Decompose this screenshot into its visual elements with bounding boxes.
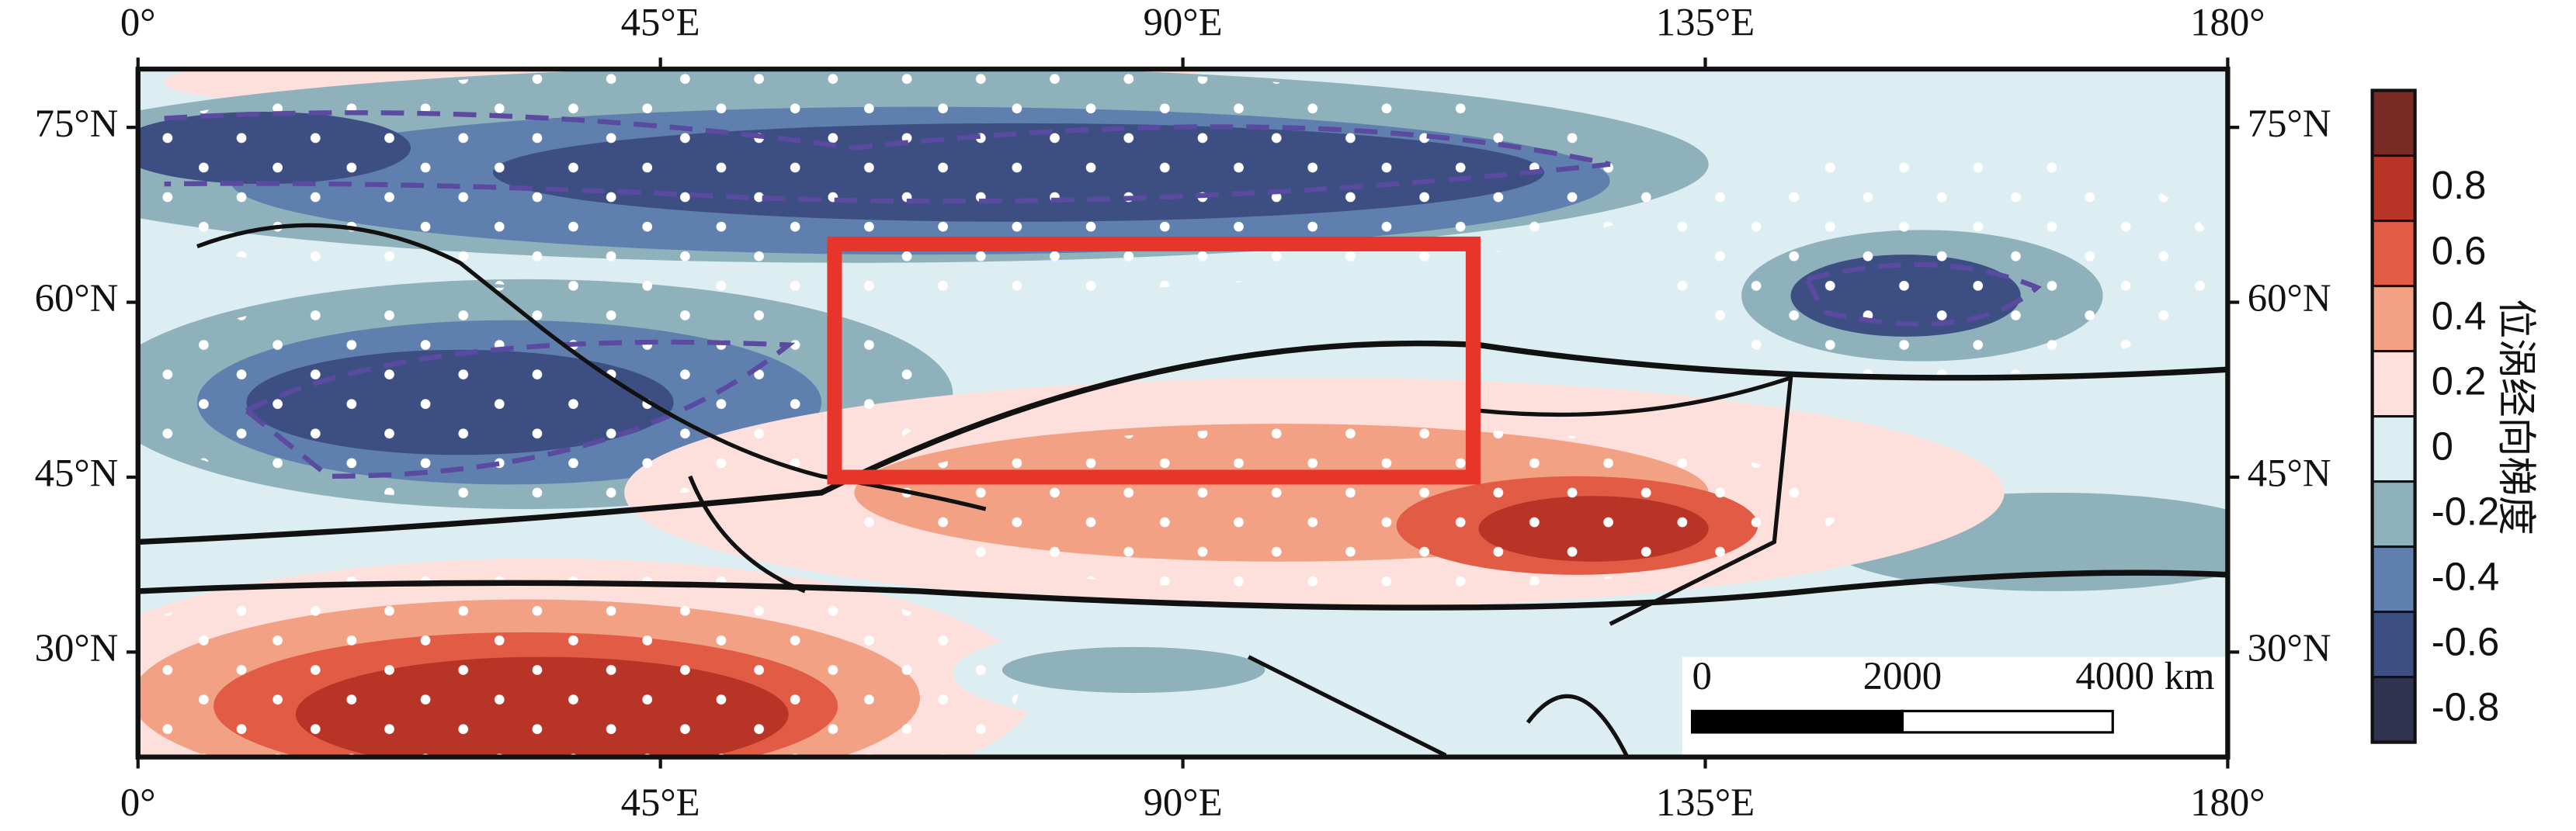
field-fill [1002,646,1265,694]
colorbar-bin [2372,351,2415,417]
x-tick-label: 180° [2190,781,2265,824]
x-tick-label: 180° [2190,1,2265,44]
x-tick-label: 45°E [621,781,700,824]
x-tick-label: 0° [120,781,156,824]
y-tick-label: 45°N [35,452,119,495]
contour-negative [241,339,796,479]
colorbar-bin [2372,220,2415,286]
y-tick-label: 30°N [35,626,119,670]
coastline [688,475,1629,757]
field [137,69,2228,757]
stippling [137,566,1019,757]
colorbar-tick-label: 0 [2432,424,2453,468]
colorbar-bin [2372,155,2415,221]
colorbar-bin [2372,481,2415,547]
colorbar-tick-label: -0.2 [2432,489,2499,533]
colorbar-bin [2372,286,2415,351]
scalebar-label: 4000 km [2075,654,2214,698]
x-tick-label: 45°E [621,1,700,44]
x-tick-label: 90°E [1144,781,1223,824]
colorbar-tick-label: 0.2 [2432,358,2487,403]
contour-negative [1804,261,2042,327]
colorbar-bin [2372,416,2415,482]
contour-zero [137,340,2228,545]
x-tick-label: 135°E [1656,1,1755,44]
contour-negative [164,110,1611,204]
x-tick-label: 135°E [1656,781,1755,824]
colorbar-tick-label: -0.6 [2432,619,2499,663]
colorbar-bin [2372,611,2415,677]
y-tick-label: 75°N [35,102,119,145]
y-tick-label: 30°N [2248,626,2331,670]
scalebar-bg [1682,656,2228,757]
x-tick-label: 0° [120,1,156,44]
colorbar-tick-label: 0.4 [2432,293,2487,338]
x-tick-label: 90°E [1144,1,1223,44]
colorbar-bin [2372,90,2415,156]
y-tick-label: 60°N [2248,276,2331,320]
y-tick-label: 75°N [2248,102,2331,145]
stippling [854,427,1840,591]
colorbar-tick-label: -0.8 [2432,684,2499,729]
contour-zero [137,570,2228,611]
stippling [137,287,937,501]
colorbar-tick-label: 0.8 [2432,163,2487,207]
colorbar-tick-label: 0.6 [2432,228,2487,272]
y-tick-label: 60°N [35,276,119,320]
colorbar-tick-label: -0.4 [2432,554,2499,598]
scalebar-label: 0 [1692,654,1712,698]
colorbar-bin [2372,546,2415,612]
scalebar-label: 2000 [1863,654,1942,698]
colorbar-bin [2372,677,2415,743]
scalebar-segment [1690,709,1904,734]
region-box [827,236,1481,485]
stippling [1659,147,2218,378]
colorbar-label: 位涡经向梯度 [2494,299,2539,535]
y-tick-label: 45°N [2248,452,2331,495]
scalebar-segment [1901,709,2114,734]
